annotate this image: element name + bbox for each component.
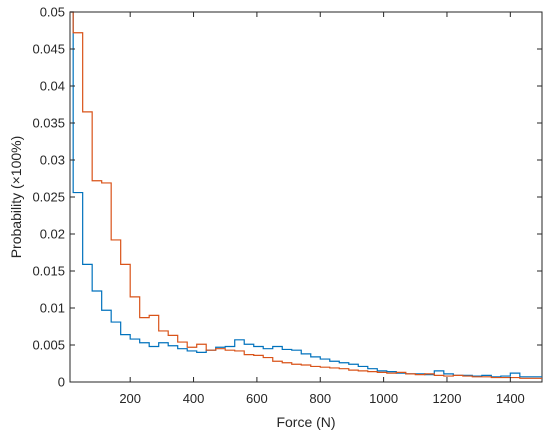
series-2-stairs xyxy=(70,11,542,379)
x-tick-label: 1200 xyxy=(433,391,462,406)
y-tick-label: 0.015 xyxy=(32,264,65,279)
y-tick-label: 0.035 xyxy=(32,116,65,131)
x-tick-label: 1400 xyxy=(496,391,525,406)
x-tick-label: 800 xyxy=(309,391,331,406)
y-tick-label: 0.05 xyxy=(40,5,65,20)
x-tick-label: 600 xyxy=(246,391,268,406)
series-layer xyxy=(70,11,542,379)
y-axis-ticks: 0 0.005 0.01 0.015 0.02 0.025 0.03 0.035 0.04 0.0… xyxy=(32,5,542,390)
y-axis-label: Probability (×100%) xyxy=(8,136,24,259)
x-axis-label: Force (N) xyxy=(276,414,335,430)
x-tick-label: 1000 xyxy=(369,391,398,406)
x-axis-ticks: 200 400 600 800 1000 1200 1400 xyxy=(119,12,525,406)
y-tick-label: 0.01 xyxy=(40,301,65,316)
y-tick-label: 0.02 xyxy=(40,227,65,242)
x-tick-label: 400 xyxy=(183,391,205,406)
y-tick-label: 0.025 xyxy=(32,190,65,205)
x-tick-label: 200 xyxy=(119,391,141,406)
y-tick-label: 0.005 xyxy=(32,338,65,353)
y-tick-label: 0.045 xyxy=(32,42,65,57)
y-tick-label: 0.03 xyxy=(40,153,65,168)
axes-box xyxy=(69,11,543,383)
y-tick-label: 0.04 xyxy=(40,79,65,94)
series-1-stairs xyxy=(70,11,542,378)
plot-area xyxy=(69,11,543,383)
y-tick-label: 0 xyxy=(58,375,65,390)
